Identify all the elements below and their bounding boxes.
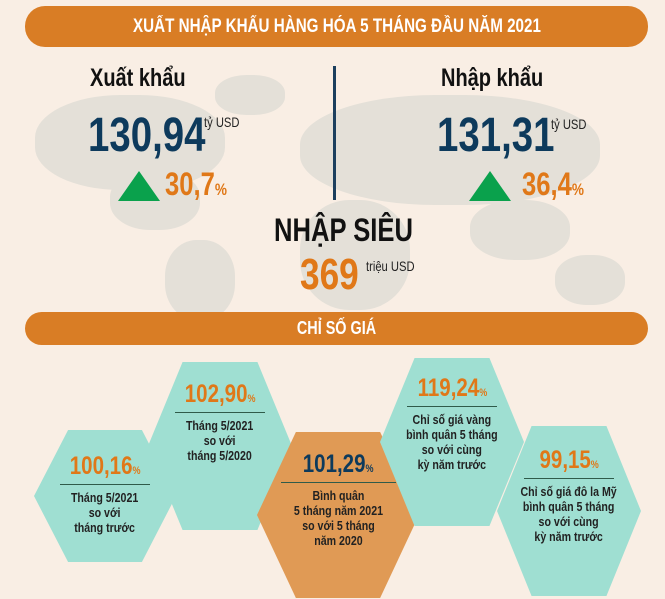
- index-hexagon: 119,24% Chỉ số giá vàng bình quân 5 tháng…: [380, 358, 524, 526]
- import-value: 131,31: [437, 109, 555, 162]
- export-label: Xuất khẩu: [90, 64, 186, 92]
- triangle-up-icon: [469, 171, 511, 201]
- section-title: CHỈ SỐ GIÁ: [296, 318, 377, 338]
- import-label: Nhập khẩu: [441, 64, 544, 92]
- divider: [333, 66, 336, 200]
- import-change: 36,4%: [522, 166, 584, 202]
- divider: [175, 412, 265, 413]
- export-value: 130,94: [88, 109, 206, 162]
- index-hexagon: 99,15% Chỉ số giá đô la Mỹ bình quân 5 th…: [497, 426, 641, 596]
- export-unit: tỷ USD: [204, 114, 240, 130]
- divider: [280, 482, 396, 483]
- deficit-value: 369: [300, 250, 359, 299]
- export-change: 30,7%: [165, 166, 227, 202]
- divider: [524, 478, 614, 479]
- divider: [407, 406, 497, 407]
- divider: [60, 484, 150, 485]
- page-title: XUẤT NHẬP KHẨU HÀNG HÓA 5 THÁNG ĐẦU NĂM …: [132, 16, 541, 37]
- deficit-label: NHẬP SIÊU: [274, 212, 413, 248]
- import-unit: tỷ USD: [551, 116, 587, 132]
- deficit-unit: triệu USD: [366, 258, 415, 274]
- triangle-up-icon: [118, 171, 160, 201]
- title-banner: XUẤT NHẬP KHẨU HÀNG HÓA 5 THÁNG ĐẦU NĂM …: [25, 6, 648, 47]
- price-index-banner: CHỈ SỐ GIÁ: [25, 312, 648, 345]
